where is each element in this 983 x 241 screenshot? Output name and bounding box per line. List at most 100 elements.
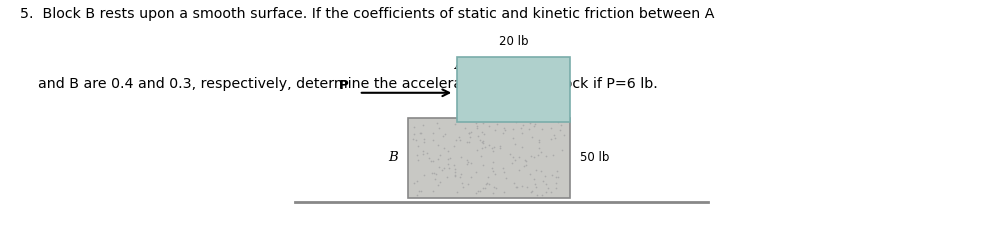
Point	[409, 179, 425, 183]
Point	[475, 139, 491, 142]
Point	[509, 185, 525, 188]
Point	[524, 189, 540, 193]
Point	[524, 135, 540, 139]
Point	[446, 163, 462, 167]
Point	[461, 132, 477, 135]
Point	[544, 173, 559, 177]
Point	[531, 140, 547, 144]
Point	[437, 132, 453, 136]
Point	[518, 159, 534, 163]
Point	[505, 136, 521, 140]
Point	[497, 176, 513, 180]
Point	[482, 143, 497, 147]
Point	[492, 144, 508, 147]
Point	[439, 175, 455, 179]
Point	[543, 137, 558, 141]
Point	[426, 171, 441, 175]
Point	[461, 140, 477, 144]
Point	[477, 132, 492, 136]
Point	[425, 189, 440, 193]
Point	[531, 147, 547, 150]
Point	[532, 138, 548, 142]
Point	[416, 173, 432, 176]
Point	[549, 181, 564, 185]
Point	[463, 175, 479, 179]
Point	[447, 167, 463, 170]
Point	[549, 175, 564, 179]
Point	[536, 179, 551, 182]
Point	[544, 126, 559, 130]
Point	[506, 181, 522, 185]
Point	[496, 190, 512, 194]
Point	[523, 121, 539, 125]
Point	[533, 150, 549, 154]
Point	[424, 159, 439, 163]
Point	[416, 123, 432, 127]
Point	[495, 166, 511, 169]
Point	[544, 190, 559, 194]
Point	[469, 148, 485, 152]
Point	[470, 119, 486, 122]
Point	[441, 156, 457, 160]
Point	[447, 174, 463, 178]
Point	[475, 141, 491, 145]
Point	[514, 145, 530, 149]
Point	[474, 140, 490, 144]
Point	[431, 157, 446, 161]
Point	[460, 182, 476, 186]
Point	[530, 153, 546, 157]
Point	[431, 165, 446, 169]
Point	[416, 140, 432, 144]
Point	[492, 146, 508, 150]
Point	[481, 182, 496, 186]
Point	[435, 134, 451, 138]
Point	[472, 189, 488, 193]
Point	[431, 143, 446, 147]
Point	[485, 169, 500, 173]
Point	[526, 155, 542, 159]
Point	[452, 175, 468, 179]
Point	[487, 145, 502, 149]
Point	[485, 191, 500, 195]
Point	[462, 135, 478, 139]
Text: 5.  Block B rests upon a smooth surface. If the coefficients of static and kinet: 5. Block B rests upon a smooth surface. …	[20, 7, 714, 21]
Point	[537, 174, 552, 178]
Point	[417, 137, 433, 141]
Point	[524, 154, 540, 158]
Point	[505, 155, 521, 159]
Point	[485, 160, 500, 164]
Text: B: B	[388, 151, 398, 164]
Point	[459, 140, 475, 144]
Point	[473, 154, 489, 158]
Point	[480, 175, 495, 179]
Point	[478, 187, 493, 190]
Point	[411, 144, 427, 148]
Point	[447, 122, 463, 126]
Point	[496, 170, 512, 174]
Point	[476, 163, 492, 167]
Point	[489, 187, 504, 190]
Point	[410, 193, 426, 197]
Point	[468, 170, 484, 174]
Point	[479, 181, 494, 185]
Text: 50 lb: 50 lb	[580, 151, 609, 164]
Point	[463, 161, 479, 165]
Point	[556, 133, 572, 137]
Point	[553, 123, 569, 127]
Bar	[457, 57, 570, 122]
Point	[470, 189, 486, 193]
Point	[470, 134, 486, 138]
Text: 20 lb: 20 lb	[499, 35, 529, 48]
Point	[528, 168, 544, 172]
Point	[497, 128, 513, 132]
Point	[475, 186, 491, 190]
Point	[460, 160, 476, 164]
Point	[461, 131, 477, 135]
Point	[533, 169, 549, 173]
Point	[507, 142, 523, 146]
Point	[449, 190, 465, 194]
Point	[516, 164, 532, 168]
Point	[415, 153, 431, 156]
Point	[519, 186, 535, 189]
Point	[474, 130, 490, 134]
